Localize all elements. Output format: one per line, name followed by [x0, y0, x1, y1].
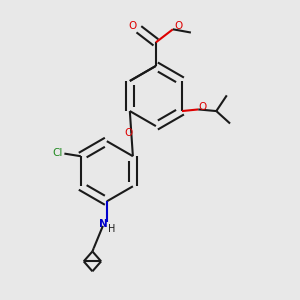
Text: Cl: Cl [52, 148, 62, 158]
Text: O: O [175, 21, 183, 31]
Text: O: O [198, 103, 206, 112]
Text: O: O [124, 128, 133, 138]
Text: N: N [98, 219, 107, 229]
Text: O: O [129, 21, 137, 31]
Text: H: H [108, 224, 116, 234]
